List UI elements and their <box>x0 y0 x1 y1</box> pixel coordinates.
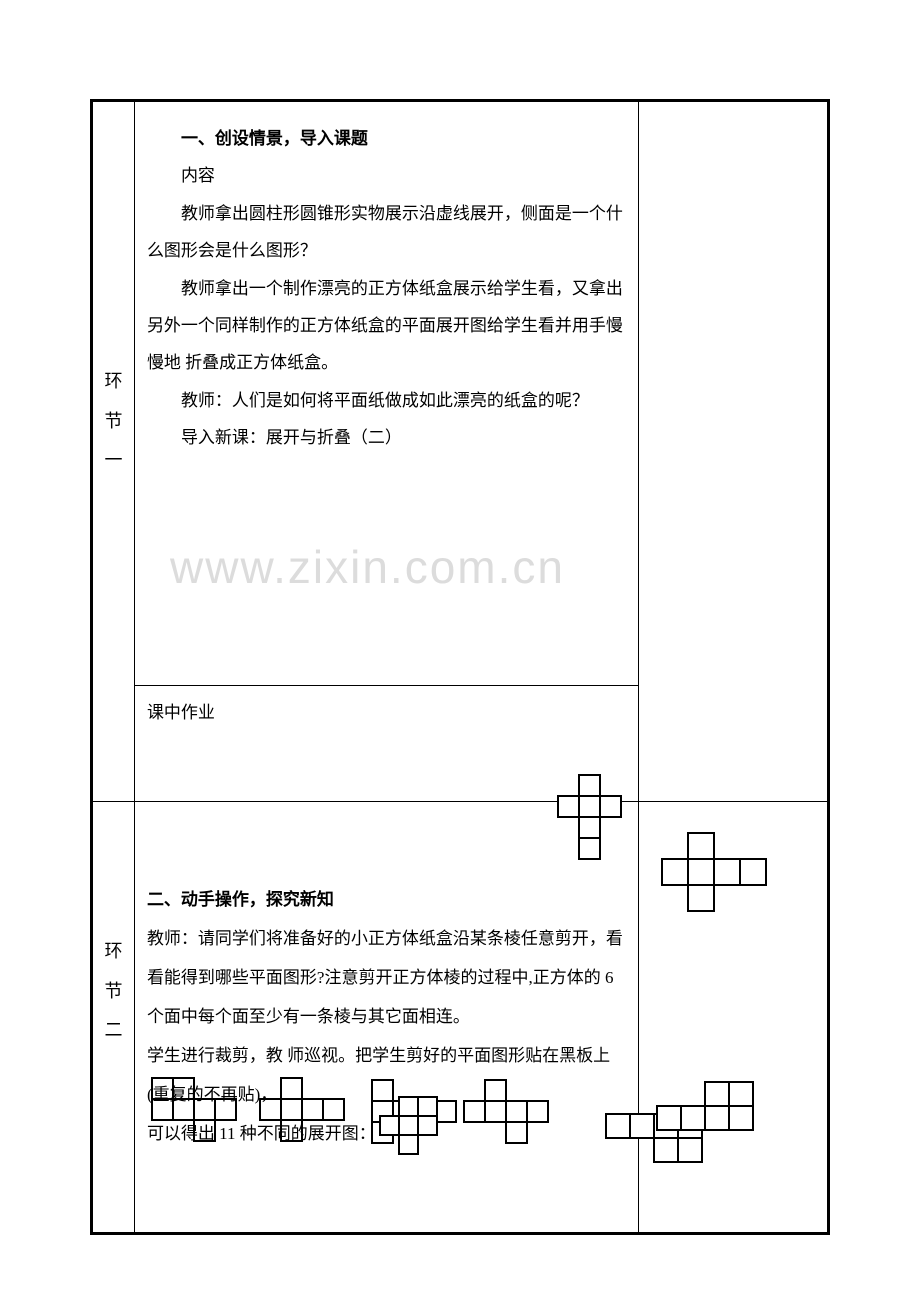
section-2-p1: 教师：请同学们将准备好的小正方体纸盒沿某条棱任意剪开，看看能得到哪些平面图形?注… <box>147 919 626 1036</box>
section-1-content: 一、创设情景，导入课题 内容 教师拿出圆柱形圆锥形实物展示沿虚线展开，侧面是一个… <box>134 101 638 802</box>
section-1-subrow: 课中作业 <box>135 685 638 781</box>
section-1-right <box>639 101 829 802</box>
label-char: 一 <box>94 441 133 481</box>
page: www.zixin.com.cn 环 节 一 一、创设情景，导入课题 内容 教师… <box>0 0 920 1302</box>
section-1-p1: 内容 <box>147 157 626 194</box>
section-2-title: 二、动手操作，探究新知 <box>147 880 626 919</box>
section-1-p5: 导入新课：展开与折叠（二） <box>147 419 626 456</box>
label-char: 节 <box>94 402 133 442</box>
section-2-p3: 可以得出 11 种不同的展开图： <box>147 1114 626 1153</box>
section-1-label: 环 节 一 <box>92 101 135 802</box>
section-1-p4: 教师：人们是如何将平面纸做成如此漂亮的纸盒的呢？ <box>147 382 626 419</box>
label-char: 环 <box>94 932 133 972</box>
section-1-sub-label: 课中作业 <box>147 703 215 722</box>
label-char: 环 <box>94 362 133 402</box>
label-char: 二 <box>94 1011 133 1051</box>
section-2-label: 环 节 二 <box>92 801 135 1233</box>
net-g <box>655 1080 755 1132</box>
section-1-row: 环 节 一 一、创设情景，导入课题 内容 教师拿出圆柱形圆锥形实物展示沿虚线展开… <box>92 101 829 802</box>
label-char: 节 <box>94 972 133 1012</box>
section-2-p2: 学生进行裁剪，教 师巡视。把学生剪好的平面图形贴在黑板上(重复的不再贴)， <box>147 1036 626 1114</box>
section-2-content: 二、动手操作，探究新知 教师：请同学们将准备好的小正方体纸盒沿某条棱任意剪开，看… <box>134 801 638 1233</box>
net-right-plus <box>660 831 768 913</box>
section-1-p2: 教师拿出圆柱形圆锥形实物展示沿虚线展开，侧面是一个什么图形会是什么图形？ <box>147 195 626 270</box>
lesson-table: 环 节 一 一、创设情景，导入课题 内容 教师拿出圆柱形圆锥形实物展示沿虚线展开… <box>90 99 830 1235</box>
section-1-p3: 教师拿出一个制作漂亮的正方体纸盒展示给学生看，又拿出另外一个同样制作的正方体纸盒… <box>147 270 626 382</box>
section-1-title: 一、创设情景，导入课题 <box>147 120 626 157</box>
